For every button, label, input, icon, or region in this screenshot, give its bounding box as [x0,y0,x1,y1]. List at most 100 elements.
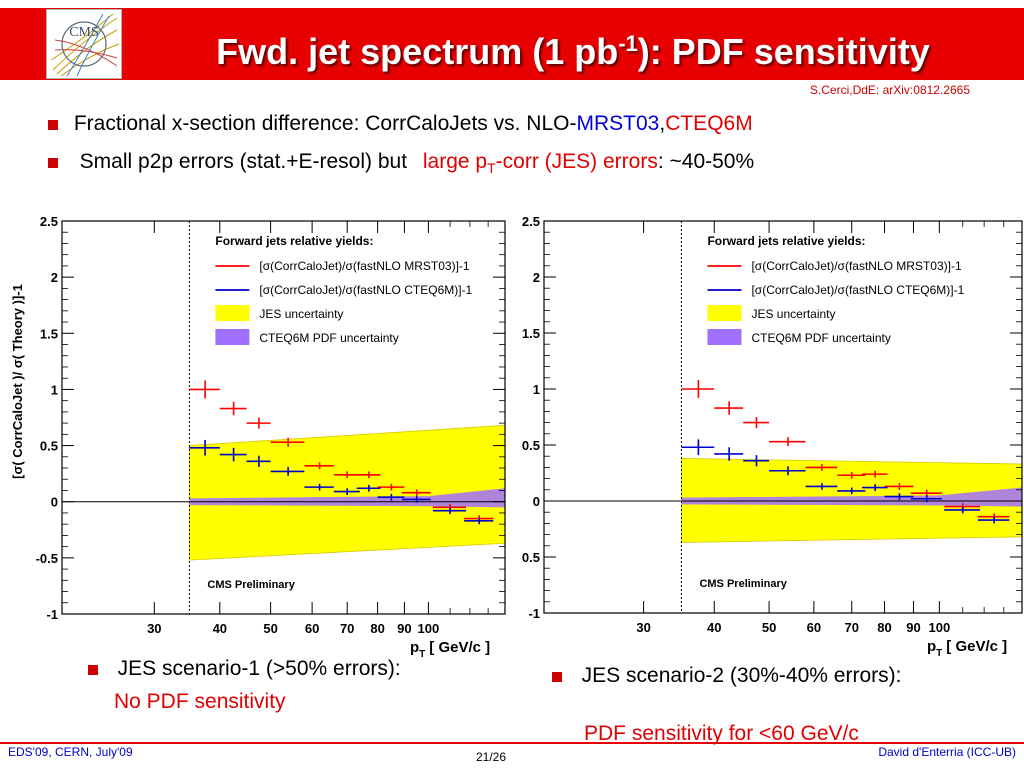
bullet-square-icon [552,672,562,682]
cteq6m-ratio-point [884,493,914,500]
citation: S.Cerci,DdE: arXiv:0812.2665 [809,83,970,97]
x-tick-label: 70 [844,620,858,635]
mrst03-ratio-point [270,437,305,447]
y-tick-label: 0.5 [522,438,540,453]
y-tick-label: 2.5 [40,214,58,229]
legend-entry: [σ(CorrCaloJet)/σ(fastNLO MRST03)]-1 [259,259,470,273]
bullet-2-red-a: large p [422,150,488,173]
bullet-3: JES scenario-1 (>50% errors): [88,657,401,681]
bullet-3-sub: No PDF sensitivity [114,690,286,713]
mrst03-ratio-point [304,462,334,470]
x-tick-label: 70 [340,621,354,636]
legend-entry: [σ(CorrCaloJet)/σ(fastNLO CTEQ6M)]-1 [751,283,964,297]
y-tick-label: 1.5 [522,326,540,341]
bullet-2-text: Small p2p errors (stat.+E-resol) but [73,150,413,173]
bullet-4-text: JES scenario-2 (30%-40% errors): [575,664,902,687]
legend-pdf-swatch-icon [707,329,742,345]
x-axis-label: pT[ GeV/c ] [410,639,490,660]
logo-text: CMS [69,25,99,40]
cteq6m-ratio-point [769,466,806,476]
footer-left: EDS'09, CERN, July'09 [8,745,133,759]
mrst03-ratio-point [862,470,888,478]
bullet-2-end: : ~40-50% [657,150,755,173]
legend-jes-swatch-icon [215,305,250,321]
title-end: ): PDF sensitivity [637,31,930,72]
x-tick-label: 100 [418,621,440,636]
cteq6m-ratio-point [401,496,431,503]
bullet-4: JES scenario-2 (30%-40% errors): [552,662,952,689]
y-tick-label: 2 [51,270,58,285]
cteq6m-ratio-point [805,483,838,490]
y-tick-label: 2.5 [522,214,540,229]
mrst03-ratio-point [769,437,806,447]
chart-right: -1 0.5 0 0.5 1 1.5 2 2.5 30 40 50 60 70 80 90 100 pT[ Ge… [522,214,1023,659]
mrst03-ratio-point [246,417,271,429]
y-tick-label: -1 [528,606,540,621]
title-superscript: -1 [618,31,638,56]
cteq6m-ratio-point [270,466,305,476]
x-tick-label: 100 [928,620,950,635]
y-tick-label: 1 [51,382,58,397]
mrst03-ratio-point [805,464,838,471]
cteq6m-ratio-point [910,495,942,503]
title-main: Fwd. jet spectrum (1 pb [216,31,619,72]
y-tick-label: 0 [51,495,58,510]
mrst03-ratio-point [714,401,744,415]
mrst03-ratio-point [743,417,770,429]
legend-entry: [σ(CorrCaloJet)/σ(fastNLO CTEQ6M)]-1 [259,283,472,297]
footer-rule [0,742,1024,744]
mrst03-ratio-point [401,489,431,497]
cteq6m-ratio-point [714,447,744,461]
x-axis-label: pT[ GeV/c ] [927,638,1007,659]
cteq6m-ratio-point [837,487,866,495]
pdf-uncertainty-band [189,488,505,508]
x-tick-label: 90 [906,620,920,635]
x-tick-label: 50 [263,621,277,636]
cteq6m-ratio-point [432,507,467,515]
bullet-1: Fractional x-section difference: CorrCal… [48,112,753,136]
legend-pdf-swatch-icon [215,329,250,345]
y-tick-label: 1.5 [40,326,58,341]
x-tick-label: 80 [370,621,384,636]
plot-frame [61,220,506,615]
mrst03-ratio-point [377,483,405,491]
cteq6m-ratio-point [377,493,405,501]
y-tick-label: 0 [533,494,540,509]
cteq6m-ratio-point [862,484,888,491]
cms-logo: CMS [46,9,122,79]
cms-preliminary-annotation: CMS Preliminary [699,578,787,590]
legend-title: Forward jets relative yields: [215,234,373,248]
y-axis-label: [σ( CorrCaloJet )/ σ( Theory )]-1 [10,284,25,479]
footer-page-number: 21/26 [476,750,507,764]
plot-frame [543,220,1023,614]
cteq6m-ratio-point [977,516,1010,524]
mrst03-ratio-point [681,380,715,398]
slide-title: Fwd. jet spectrum (1 pb-1): PDF sensitiv… [138,14,1008,74]
y-tick-label: 1 [533,382,540,397]
bullet-1-cteq: CTEQ6M [665,112,753,135]
y-tick-label: -0.5 [36,551,58,566]
y-tick-label: 0.5 [40,439,58,454]
y-tick-label: 2 [533,270,540,285]
cteq6m-ratio-point [219,447,247,462]
x-tick-label: 40 [707,620,721,635]
bullet-3-text: JES scenario-1 (>50% errors): [111,657,401,680]
bullet-1-text: Fractional x-section difference: CorrCal… [73,112,577,135]
x-tick-label: 80 [877,620,891,635]
cteq6m-ratio-point [246,455,271,467]
chart-left: -1 -0.5 0 0.5 1 1.5 2 2.5 30 40 50 60 70 80 90 100 pT[ G… [10,214,506,660]
x-tick-label: 60 [305,621,319,636]
bullet-1-mrst: MRST03 [576,112,660,135]
y-tick-label: -1 [46,607,58,622]
cteq6m-ratio-point [944,506,981,514]
cteq6m-ratio-point [681,439,715,456]
cteq6m-ratio-point [464,517,494,525]
title-bar [0,8,1024,80]
legend-entry: JES uncertainty [259,307,343,321]
x-tick-label: 90 [397,621,411,636]
bullet-2-red-sub: T [487,160,496,177]
cteq6m-ratio-point [304,483,334,491]
bullet-4-sub: PDF sensitivity for <60 GeV/c [584,722,859,745]
bullet-2: Small p2p errors (stat.+E-resol) but lar… [48,150,754,176]
mrst03-ratio-point [333,471,360,479]
